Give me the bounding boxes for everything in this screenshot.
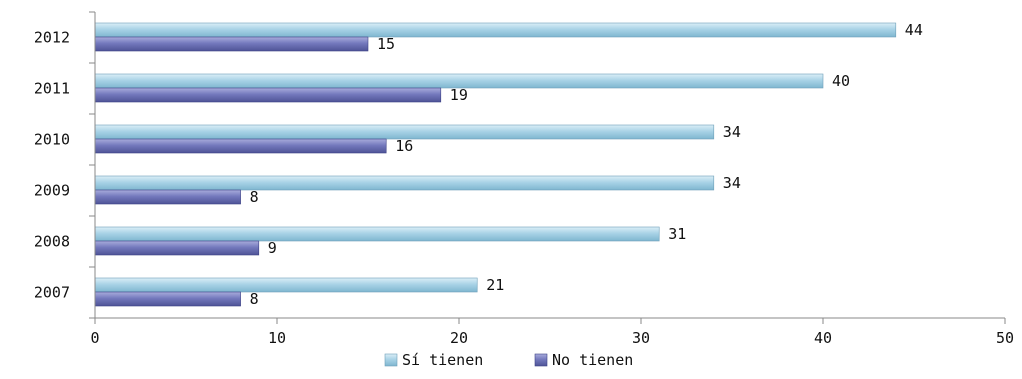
bar-no-tienen-2012 [94,36,369,52]
value-label: 8 [250,188,259,206]
category-label: 2011 [34,80,70,98]
x-tick-label: 50 [996,329,1014,347]
x-tick-label: 40 [814,329,832,347]
legend-label: No tienen [552,351,633,369]
value-label: 31 [668,225,686,243]
bar-no-tienen-2010 [94,138,387,154]
value-label: 44 [905,21,923,39]
legend-swatch [384,353,398,367]
bar-si-tienen-2009 [94,175,715,191]
value-label: 34 [723,174,741,192]
category-label: 2012 [34,29,70,47]
category-label: 2009 [34,182,70,200]
category-label: 2008 [34,233,70,251]
bar-si-tienen-2012 [94,22,897,38]
value-label: 40 [832,72,850,90]
value-label: 15 [377,35,395,53]
bar-si-tienen-2008 [94,226,660,242]
legend-swatch [534,353,548,367]
value-label: 34 [723,123,741,141]
legend-item-no-tienen: No tienen [534,351,633,369]
value-label: 9 [268,239,277,257]
legend-item-si-tienen: Sí tienen [384,351,483,369]
legend-label: Sí tienen [402,351,483,369]
value-label: 21 [486,276,504,294]
category-label: 2010 [34,131,70,149]
bar-si-tienen-2007 [94,277,478,293]
bar-no-tienen-2007 [94,291,241,307]
x-tick-label: 30 [632,329,650,347]
x-tick-label: 10 [268,329,286,347]
category-label: 2007 [34,284,70,302]
x-tick-label: 20 [450,329,468,347]
value-label: 19 [450,86,468,104]
x-tick-label: 0 [90,329,99,347]
bar-no-tienen-2009 [94,189,241,205]
value-label: 8 [250,290,259,308]
bar-no-tienen-2008 [94,240,260,256]
value-label: 16 [395,137,413,155]
bar-no-tienen-2011 [94,87,442,103]
